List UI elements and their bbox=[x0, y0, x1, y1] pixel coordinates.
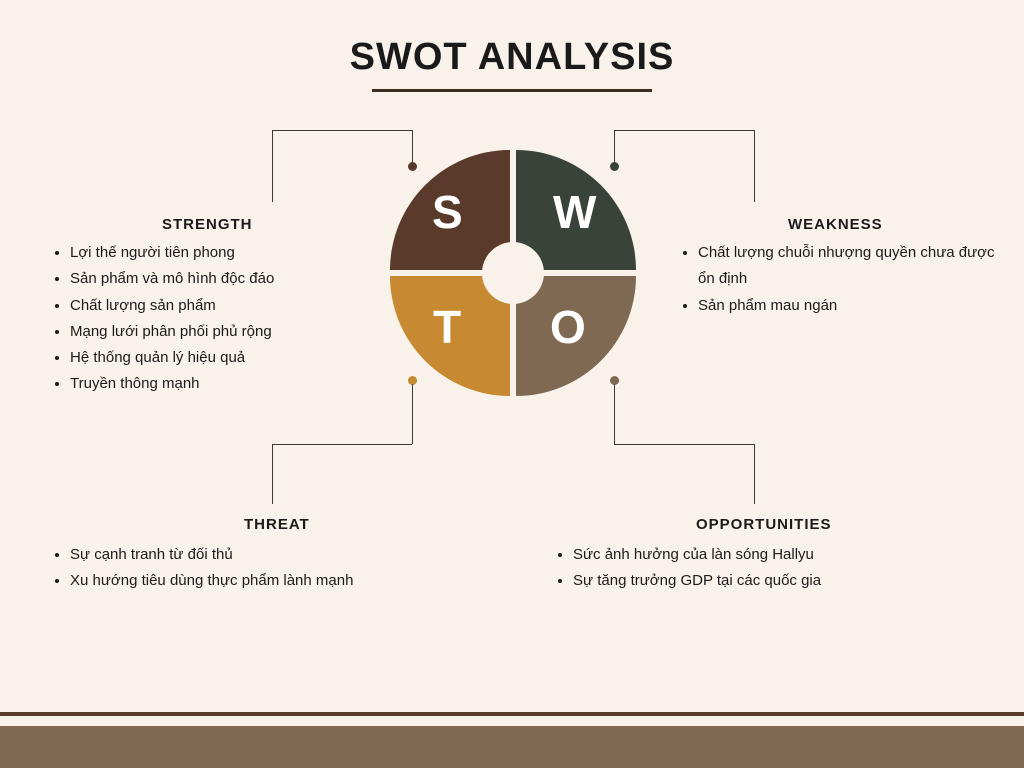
circle-center-hole bbox=[482, 242, 544, 304]
list-item: Sản phẩm và mô hình độc đáo bbox=[70, 266, 362, 292]
connector-line bbox=[614, 384, 615, 444]
connector-line bbox=[272, 130, 273, 202]
list-item: Sự cạnh tranh từ đối thủ bbox=[70, 542, 432, 568]
bullets-threat: Sự cạnh tranh từ đối thủ Xu hướng tiêu d… bbox=[52, 542, 432, 595]
connector-line bbox=[412, 130, 413, 166]
letter-s: S bbox=[432, 185, 463, 239]
letter-t: T bbox=[433, 300, 461, 354]
list-item: Hệ thống quản lý hiệu quả bbox=[70, 345, 362, 371]
list-item: Chất lượng chuỗi nhượng quyền chưa được … bbox=[698, 240, 1000, 293]
connector-line bbox=[754, 444, 755, 504]
connector-line bbox=[614, 444, 754, 445]
list-item: Chất lượng sản phẩm bbox=[70, 293, 362, 319]
list-item: Xu hướng tiêu dùng thực phẩm lành mạnh bbox=[70, 568, 432, 594]
section-label-opportunities: OPPORTUNITIES bbox=[696, 516, 832, 533]
list-item: Lợi thế người tiên phong bbox=[70, 240, 362, 266]
swot-diagram: S W T O STRENGTH Lợi thế người tiên phon… bbox=[0, 0, 1024, 768]
list-item: Sản phẩm mau ngán bbox=[698, 293, 1000, 319]
footer-bar-thick bbox=[0, 726, 1024, 768]
footer-bar-thin bbox=[0, 712, 1024, 716]
list-item: Mạng lưới phân phối phủ rộng bbox=[70, 319, 362, 345]
connector-line bbox=[614, 130, 615, 166]
section-label-strength: STRENGTH bbox=[162, 216, 253, 233]
bullets-strength: Lợi thế người tiên phong Sản phẩm và mô … bbox=[52, 240, 362, 398]
footer-bars bbox=[0, 712, 1024, 768]
connector-line bbox=[272, 444, 412, 445]
list-item: Sự tăng trưởng GDP tại các quốc gia bbox=[573, 568, 975, 594]
section-label-threat: THREAT bbox=[244, 516, 310, 533]
letter-o: O bbox=[550, 300, 586, 354]
bullets-opportunities: Sức ảnh hưởng của làn sóng Hallyu Sự tăn… bbox=[555, 542, 975, 595]
connector-line bbox=[754, 130, 755, 202]
list-item: Sức ảnh hưởng của làn sóng Hallyu bbox=[573, 542, 975, 568]
letter-w: W bbox=[553, 185, 596, 239]
connector-line bbox=[614, 130, 754, 131]
connector-line bbox=[412, 384, 413, 444]
bullets-weakness: Chất lượng chuỗi nhượng quyền chưa được … bbox=[680, 240, 1000, 319]
connector-line bbox=[272, 444, 273, 504]
section-label-weakness: WEAKNESS bbox=[788, 216, 883, 233]
connector-line bbox=[272, 130, 412, 131]
list-item: Truyền thông mạnh bbox=[70, 371, 362, 397]
